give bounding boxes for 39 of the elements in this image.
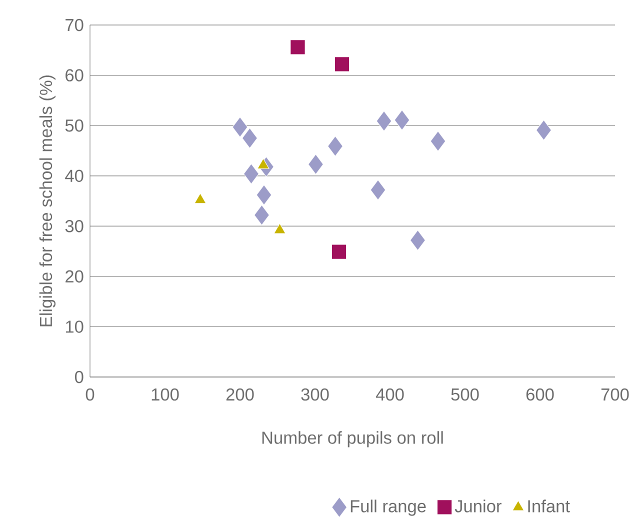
point <box>274 223 286 234</box>
point <box>394 110 410 130</box>
point <box>256 184 272 206</box>
y-tick-label: 40 <box>65 170 84 182</box>
point <box>376 110 392 132</box>
point <box>308 154 324 175</box>
point <box>410 230 426 250</box>
x-tick-label: 500 <box>451 388 479 401</box>
x-tick-label: 100 <box>152 388 179 401</box>
y-axis-title: Eligible for free school meals (%) <box>39 75 56 326</box>
point <box>536 120 552 140</box>
x-tick-label: 200 <box>226 388 254 401</box>
x-tick-label: 0 <box>86 388 94 401</box>
point <box>243 164 260 184</box>
point <box>331 244 347 260</box>
legend-label: Infant <box>528 500 570 512</box>
y-tick-label: 0 <box>74 370 84 384</box>
y-tick-label: 10 <box>66 320 84 333</box>
point <box>254 204 270 226</box>
y-tick-label: 20 <box>66 270 84 283</box>
x-tick-label: 300 <box>301 388 329 401</box>
x-tick-label: 400 <box>376 388 404 401</box>
legend-label: Full range <box>350 500 426 516</box>
point <box>290 40 306 55</box>
point <box>327 136 344 156</box>
point <box>242 128 258 148</box>
y-tick-label: 70 <box>66 18 84 32</box>
point <box>232 116 248 138</box>
x-tick-label: 600 <box>526 388 554 401</box>
point <box>430 130 446 152</box>
y-tick-label: 30 <box>65 220 84 232</box>
legend-label: Junior <box>454 500 502 512</box>
x-axis-title: Number of pupils on roll <box>262 431 443 448</box>
point <box>334 56 350 72</box>
point <box>194 193 206 204</box>
y-tick-label: 60 <box>66 69 84 82</box>
point <box>370 180 386 200</box>
y-tick-label: 50 <box>65 119 84 132</box>
x-tick-label: 700 <box>601 388 629 401</box>
